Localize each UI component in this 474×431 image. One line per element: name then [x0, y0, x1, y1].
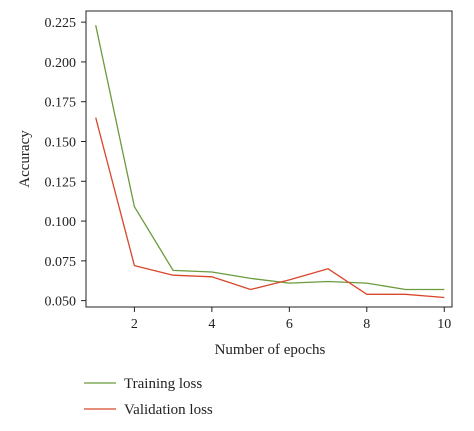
x-axis: 2 4 6 8 10	[131, 307, 451, 332]
y-tick-label: 0.125	[45, 175, 77, 190]
x-tick-label: 4	[208, 317, 215, 332]
legend-label: Training loss	[124, 376, 202, 392]
series-layer	[95, 25, 445, 299]
x-tick-label: 6	[286, 317, 293, 332]
plot-area	[85, 10, 453, 308]
series-line-training-loss	[95, 25, 445, 291]
y-axis: 0.050 0.075 0.100 0.125 0.150 0.175 0.200 0.225	[45, 16, 86, 310]
y-tick-label: 0.200	[45, 56, 77, 71]
plot-frame	[85, 10, 453, 308]
legend-label: Validation loss	[124, 402, 213, 418]
y-tick-label: 0.100	[45, 215, 77, 230]
x-tick-label: 2	[131, 317, 138, 332]
series-line-validation-loss	[95, 117, 445, 299]
y-tick-label: 0.150	[45, 135, 77, 150]
y-tick-label: 0.175	[45, 96, 77, 111]
y-axis-label: Accuracy	[17, 130, 33, 188]
y-tick-label: 0.225	[45, 16, 77, 31]
y-tick-label: 0.050	[45, 295, 77, 310]
x-axis-label: Number of epochs	[215, 342, 326, 358]
legend: Training loss Validation loss	[84, 376, 213, 418]
x-tick-label: 8	[363, 317, 370, 332]
x-tick-label: 10	[437, 317, 451, 332]
y-tick-label: 0.075	[45, 255, 77, 270]
